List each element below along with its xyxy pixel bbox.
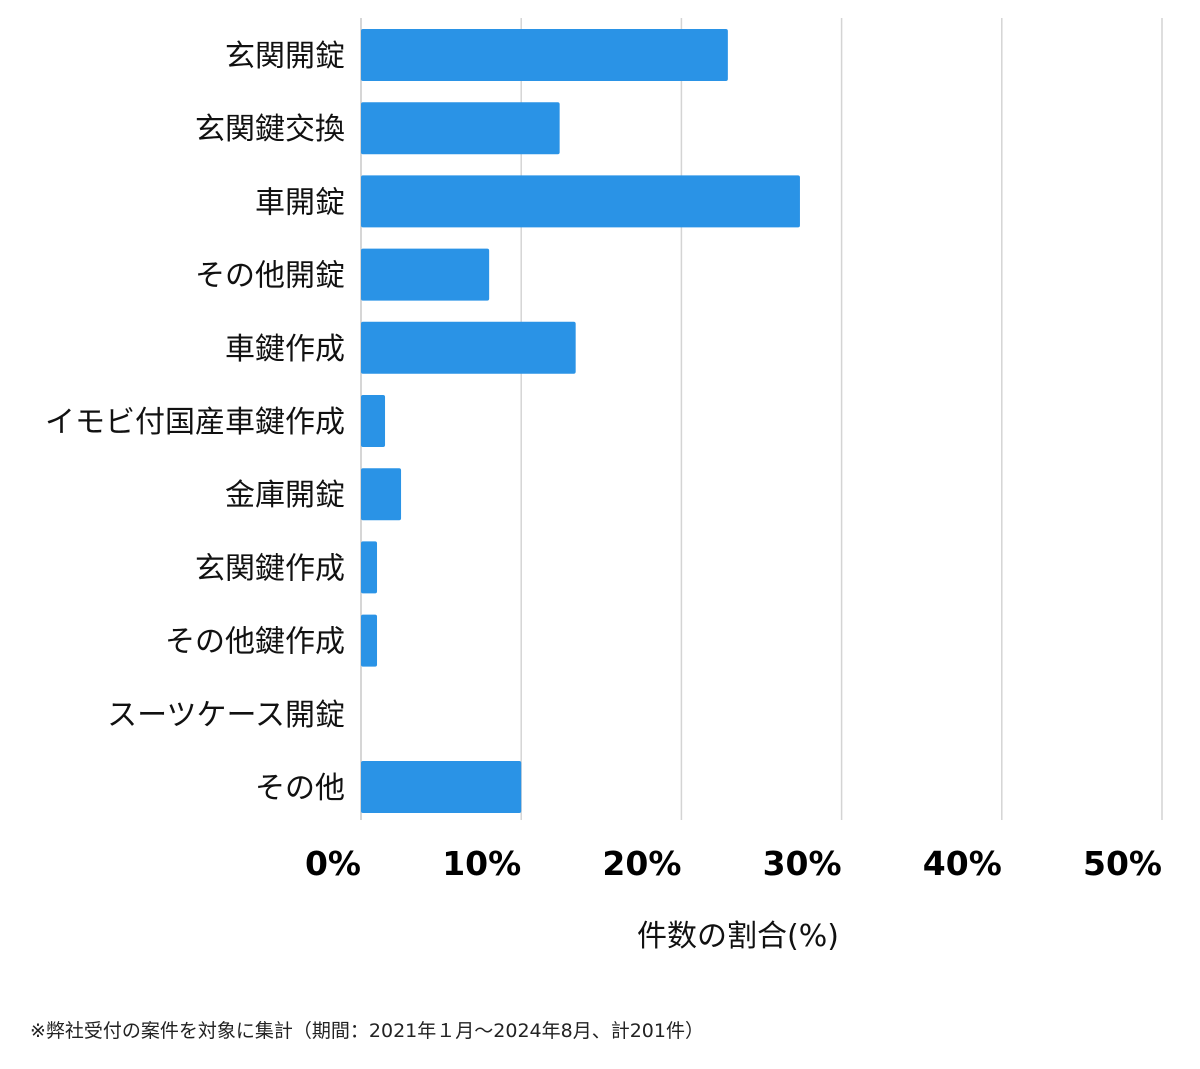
x-tick-label: 50% [1083, 844, 1162, 883]
category-label: イモビ付国産車鍵作成 [45, 405, 345, 440]
category-label: 車鍵作成 [225, 332, 345, 367]
footnote: ※弊社受付の案件を対象に集計（期間：2021年１月～2024年8月、計201件） [30, 1020, 704, 1042]
x-tick-label: 20% [602, 844, 681, 883]
bar [361, 614, 378, 667]
bar [361, 29, 728, 81]
category-label: その他開錠 [195, 259, 345, 294]
x-tick-labels: 0% 10% 20% 30% 40% 50% [305, 844, 1162, 883]
category-label: 玄関鍵交換 [195, 112, 345, 147]
category-label: スーツケース開錠 [107, 698, 345, 733]
category-label: 玄関開錠 [225, 39, 345, 74]
category-label: 玄関鍵作成 [195, 551, 345, 586]
bars [361, 29, 800, 813]
category-labels: 玄関開錠玄関鍵交換車開錠その他開錠車鍵作成イモビ付国産車鍵作成金庫開錠玄関鍵作成… [45, 39, 345, 806]
category-label: その他 [255, 771, 345, 806]
category-label: その他鍵作成 [165, 625, 345, 660]
bar [361, 395, 386, 447]
bar-chart: 玄関開錠玄関鍵交換車開錠その他開錠車鍵作成イモビ付国産車鍵作成金庫開錠玄関鍵作成… [45, 18, 1163, 954]
x-tick-label: 0% [305, 844, 361, 883]
bar [361, 102, 560, 155]
bar [361, 321, 576, 374]
x-tick-label: 30% [763, 844, 842, 883]
x-tick-label: 10% [442, 844, 521, 883]
bar [361, 761, 522, 813]
category-label: 金庫開錠 [225, 478, 345, 513]
category-label: 車開錠 [255, 185, 345, 220]
bar [361, 468, 402, 521]
bar [361, 541, 378, 594]
x-axis-title: 件数の割合(%) [637, 919, 839, 954]
x-tick-label: 40% [923, 844, 1002, 883]
bar [361, 248, 490, 301]
bar [361, 175, 800, 228]
